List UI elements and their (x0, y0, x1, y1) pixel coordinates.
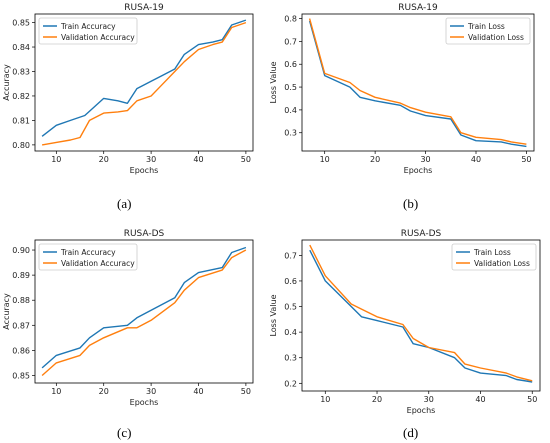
y-tick-label: 0.83 (12, 67, 30, 76)
legend-box (451, 243, 537, 271)
x-tick-label: 30 (146, 155, 156, 164)
y-tick-label: 0.85 (12, 19, 30, 28)
chart-panel-2: RUSA-19 10 20 30 40 50 0.3 0.4 0.5 0.6 0.7 0.8 Epoch… (269, 3, 535, 175)
x-tick-label: 50 (241, 387, 251, 396)
series-line-train (41, 246, 247, 369)
x-tick-label: 30 (420, 155, 430, 164)
chart-panel-3: RUSA-DS 10 20 30 40 50 0.85 0.86 0.87 0.88 0.89 0.9… (2, 229, 254, 407)
series-line-train (309, 249, 533, 383)
y-tick-label: 0.87 (12, 321, 30, 330)
chart-title: RUSA-DS (401, 229, 442, 239)
caption-d: (d) (403, 425, 419, 440)
x-axis-label: Epochs (404, 166, 433, 175)
y-tick-label: 0.6 (284, 277, 297, 286)
y-tick-label: 0.85 (12, 371, 30, 380)
x-tick-label: 20 (99, 155, 109, 164)
series-line-validation (41, 249, 247, 377)
y-tick-label: 0.7 (284, 37, 297, 46)
x-tick-label: 40 (193, 155, 203, 164)
x-axis-label: Epochs (130, 398, 159, 407)
y-tick-label: 0.2 (284, 379, 297, 388)
x-tick-label: 20 (99, 387, 109, 396)
caption-a: (a) (117, 196, 132, 211)
y-tick-label: 0.8 (284, 15, 297, 24)
y-tick-label: 0.3 (284, 354, 297, 363)
y-tick-label: 0.88 (12, 296, 30, 305)
x-tick-label: 40 (193, 387, 203, 396)
x-tick-label: 30 (424, 395, 434, 404)
legend-label: Train Loss (467, 22, 505, 31)
series-line-train (308, 20, 527, 148)
legend-label: Validation Loss (474, 259, 530, 268)
x-axis-label: Epochs (407, 406, 436, 415)
y-axis-label: Loss Value (269, 61, 278, 103)
y-tick-label: 0.84 (12, 43, 30, 52)
y-tick-label: 0.5 (284, 303, 297, 312)
legend-label: Train Loss (473, 248, 511, 257)
y-tick-label: 0.89 (12, 271, 30, 280)
y-tick-label: 0.3 (284, 129, 297, 138)
x-tick-label: 50 (527, 395, 537, 404)
legend-box (38, 243, 138, 271)
series-line-validation (308, 18, 527, 145)
x-tick-label: 20 (372, 395, 382, 404)
y-tick-label: 0.4 (284, 106, 297, 115)
series-line-train (41, 19, 247, 137)
legend: Train Accuracy Validation Accuracy (38, 17, 138, 45)
x-tick-label: 10 (320, 155, 330, 164)
y-tick-label: 0.86 (12, 346, 30, 355)
x-axis-label: Epochs (130, 166, 159, 175)
series-line-validation (309, 244, 533, 382)
legend: Train Loss Validation Loss (445, 17, 531, 45)
legend-label: Validation Accuracy (61, 33, 135, 42)
legend-box (38, 17, 138, 45)
x-tick-label: 50 (521, 155, 531, 164)
caption-b: (b) (403, 196, 419, 211)
chart-title: RUSA-19 (124, 3, 164, 13)
y-tick-label: 0.81 (12, 116, 30, 125)
legend-box (445, 17, 531, 45)
x-tick-label: 40 (471, 155, 481, 164)
legend: Train Accuracy Validation Accuracy (38, 243, 138, 271)
y-tick-label: 0.82 (12, 92, 30, 101)
x-tick-label: 10 (51, 155, 61, 164)
y-axis-label: Accuracy (2, 293, 11, 330)
y-tick-label: 0.6 (284, 60, 297, 69)
y-tick-label: 0.5 (284, 83, 297, 92)
x-tick-label: 10 (320, 395, 330, 404)
x-tick-label: 20 (370, 155, 380, 164)
legend-label: Train Accuracy (60, 22, 116, 31)
x-tick-label: 50 (241, 155, 251, 164)
chart-title: RUSA-19 (398, 3, 438, 13)
chart-panel-4: RUSA-DS 10 20 30 40 50 0.2 0.3 0.4 0.5 0.6 0.7 Epoch… (269, 229, 541, 415)
legend-label: Validation Loss (468, 33, 524, 42)
y-axis-label: Accuracy (2, 64, 11, 101)
x-tick-label: 10 (51, 387, 61, 396)
y-tick-label: 0.80 (12, 141, 30, 150)
x-tick-label: 30 (146, 387, 156, 396)
caption-c: (c) (117, 425, 132, 440)
x-tick-label: 40 (475, 395, 485, 404)
y-tick-label: 0.90 (12, 246, 30, 255)
legend-label: Train Accuracy (60, 248, 116, 257)
y-axis-label: Loss Value (269, 294, 278, 336)
y-tick-label: 0.7 (284, 251, 297, 260)
chart-title: RUSA-DS (124, 229, 165, 239)
legend: Train Loss Validation Loss (451, 243, 537, 271)
chart-panel-1: RUSA-19 10 20 30 40 50 0.80 0.81 0.82 0.83 0.84 0.8… (2, 3, 254, 175)
y-tick-label: 0.4 (284, 328, 297, 337)
series-line-validation (41, 21, 247, 146)
legend-label: Validation Accuracy (61, 259, 135, 268)
